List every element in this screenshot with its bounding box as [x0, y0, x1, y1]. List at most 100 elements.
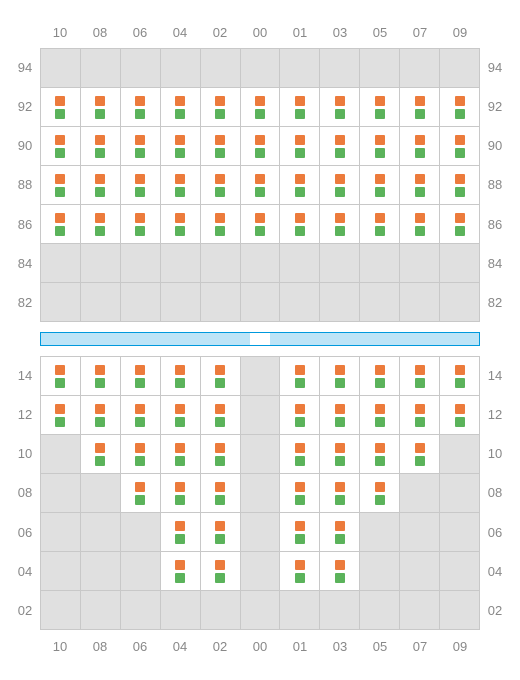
divider-bar — [40, 332, 480, 346]
marker-green — [295, 378, 305, 388]
marker-green — [135, 417, 145, 427]
marker-orange — [295, 443, 305, 453]
grid-cell — [280, 205, 320, 243]
marker-orange — [295, 174, 305, 184]
y-axis-label: 12 — [480, 395, 510, 434]
grid-cell — [360, 166, 400, 204]
marker-green — [455, 226, 465, 236]
grid-cell — [440, 244, 479, 282]
grid-cell — [320, 474, 360, 512]
grid-cell — [121, 88, 161, 126]
marker-orange — [55, 404, 65, 414]
marker-orange — [175, 174, 185, 184]
x-axis-label: 03 — [320, 639, 360, 654]
grid-cell — [41, 513, 81, 551]
x-axis-label: 02 — [200, 639, 240, 654]
y-axis-label: 94 — [480, 48, 510, 87]
marker-green — [295, 534, 305, 544]
grid-cell — [280, 435, 320, 473]
grid-cell — [161, 357, 201, 395]
marker-orange — [55, 174, 65, 184]
marker-green — [55, 417, 65, 427]
marker-orange — [175, 365, 185, 375]
marker-orange — [295, 365, 305, 375]
marker-orange — [135, 482, 145, 492]
marker-green — [455, 148, 465, 158]
grid-cell — [440, 396, 479, 434]
grid-cell — [121, 244, 161, 282]
grid-cell — [241, 49, 281, 87]
grid-cell — [161, 283, 201, 321]
marker-green — [415, 226, 425, 236]
grid-cell — [201, 127, 241, 165]
marker-green — [215, 109, 225, 119]
marker-orange — [335, 482, 345, 492]
grid-cell — [81, 435, 121, 473]
grid-cell — [400, 357, 440, 395]
grid-cell — [81, 552, 121, 590]
y-axis-label: 92 — [10, 87, 40, 126]
marker-green — [335, 573, 345, 583]
marker-green — [295, 417, 305, 427]
marker-green — [175, 495, 185, 505]
marker-green — [335, 495, 345, 505]
grid-cell — [121, 205, 161, 243]
marker-green — [95, 226, 105, 236]
marker-orange — [55, 135, 65, 145]
marker-green — [255, 109, 265, 119]
marker-orange — [415, 404, 425, 414]
marker-orange — [215, 443, 225, 453]
y-axis-label: 90 — [480, 126, 510, 165]
marker-green — [375, 148, 385, 158]
grid-cell — [440, 166, 479, 204]
grid-cell — [360, 127, 400, 165]
grid-cell — [241, 244, 281, 282]
marker-green — [95, 456, 105, 466]
marker-green — [135, 378, 145, 388]
marker-orange — [215, 96, 225, 106]
marker-orange — [415, 365, 425, 375]
grid-cell — [41, 166, 81, 204]
y-axis-label: 04 — [480, 552, 510, 591]
marker-orange — [455, 404, 465, 414]
y-axis-label: 86 — [480, 205, 510, 244]
grid-cell — [440, 127, 479, 165]
grid-cell — [161, 513, 201, 551]
marker-green — [295, 226, 305, 236]
top-x-axis: 1008060402000103050709 — [10, 20, 510, 44]
grid-cell — [241, 591, 281, 629]
marker-orange — [295, 560, 305, 570]
grid-cell — [81, 88, 121, 126]
grid-cell — [201, 552, 241, 590]
grid-cell — [121, 357, 161, 395]
marker-orange — [215, 135, 225, 145]
marker-green — [455, 109, 465, 119]
grid-cell — [121, 435, 161, 473]
grid-cell — [161, 205, 201, 243]
lower-section: 14121008060402 14121008060402 — [10, 356, 510, 630]
marker-orange — [375, 174, 385, 184]
grid-cell — [41, 283, 81, 321]
grid-cell — [400, 396, 440, 434]
grid-cell — [201, 474, 241, 512]
upper-grid — [40, 48, 480, 322]
grid-cell — [81, 396, 121, 434]
grid-cell — [201, 396, 241, 434]
marker-orange — [375, 443, 385, 453]
marker-green — [135, 226, 145, 236]
y-axis-label: 90 — [10, 126, 40, 165]
grid-cell — [400, 591, 440, 629]
y-axis-label: 10 — [10, 434, 40, 473]
marker-green — [295, 495, 305, 505]
marker-green — [175, 148, 185, 158]
grid-cell — [400, 474, 440, 512]
marker-green — [295, 573, 305, 583]
grid-cell — [81, 474, 121, 512]
grid-cell — [81, 244, 121, 282]
grid-cell — [161, 244, 201, 282]
grid-cell — [241, 357, 281, 395]
grid-cell — [400, 88, 440, 126]
grid-cell — [360, 49, 400, 87]
marker-green — [335, 378, 345, 388]
grid-cell — [280, 513, 320, 551]
